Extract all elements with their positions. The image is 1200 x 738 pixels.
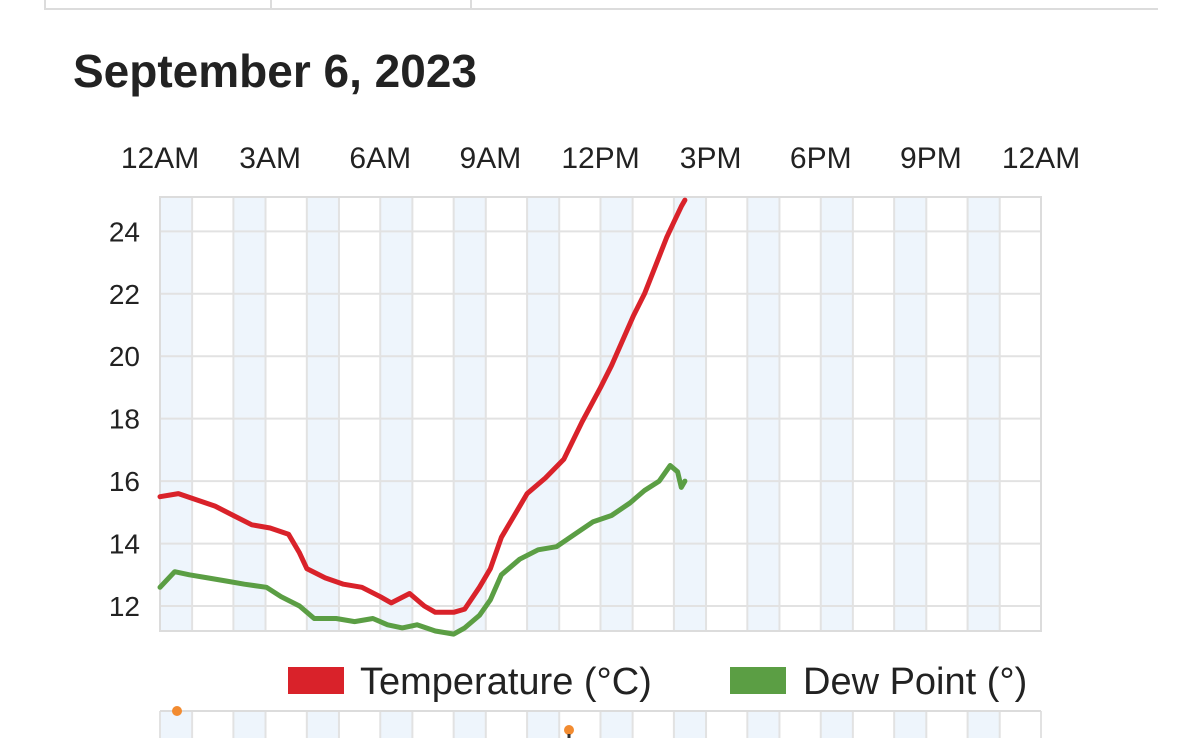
shaded-band: [233, 197, 266, 631]
y-tick-label: 18: [109, 404, 140, 435]
lower-shaded-band: [673, 711, 707, 738]
legend: Temperature (°C) Dew Point (°): [288, 661, 1027, 703]
table-column-divider: [270, 0, 272, 8]
shaded-band: [600, 197, 633, 631]
page-title: September 6, 2023: [73, 45, 478, 97]
shaded-band: [673, 197, 707, 631]
shaded-band: [160, 197, 193, 631]
shaded-band: [820, 197, 853, 631]
legend-swatch-dew-point: [730, 667, 786, 694]
y-tick-label: 20: [109, 341, 140, 372]
legend-swatch-temperature: [288, 667, 344, 694]
lower-shaded-band: [380, 711, 413, 738]
lower-shaded-band: [747, 711, 780, 738]
x-tick-label: 6PM: [790, 142, 852, 175]
y-tick-label: 16: [109, 466, 140, 497]
y-axis-ticks: 12 14 16 18 20 22 24: [109, 216, 140, 622]
x-tick-label: 3AM: [239, 142, 301, 175]
x-tick-label: 12AM: [1002, 142, 1080, 175]
dew-point-line: [157, 463, 688, 637]
shaded-band: [453, 197, 486, 631]
y-tick-label: 24: [109, 216, 140, 247]
shaded-band: [894, 197, 927, 631]
plot-border: [159, 196, 1042, 632]
top-table-border: [44, 0, 1158, 10]
lower-shaded-band: [453, 711, 486, 738]
x-tick-label: 6AM: [349, 142, 411, 175]
lower-shaded-band: [233, 711, 266, 738]
shaded-band: [306, 197, 339, 631]
lower-shaded-band: [306, 711, 339, 738]
shaded-band: [747, 197, 780, 631]
lower-shaded-band: [527, 711, 560, 738]
lower-shaded-band: [600, 711, 633, 738]
x-tick-label: 3PM: [680, 142, 742, 175]
shaded-bands: [160, 197, 1000, 631]
x-tick-label: 9AM: [460, 142, 522, 175]
y-tick-label: 12: [109, 591, 140, 622]
temperature-line: [157, 197, 688, 615]
shaded-band: [380, 197, 413, 631]
x-tick-label: 9PM: [900, 142, 962, 175]
lower-data-marker: [172, 706, 182, 716]
x-tick-label: 12AM: [121, 142, 199, 175]
x-tick-label: 12PM: [561, 142, 639, 175]
lower-shaded-band: [967, 711, 1000, 738]
lower-shaded-band: [894, 711, 927, 738]
lower-shaded-band: [820, 711, 853, 738]
series-lines: [157, 197, 688, 637]
shaded-band: [967, 197, 1000, 631]
y-tick-label: 14: [109, 529, 140, 560]
horizontal-gridlines: [160, 230, 1041, 608]
x-axis-ticks: 12AM 3AM 6AM 9AM 12PM 3PM 6PM 9PM 12AM: [121, 142, 1080, 175]
legend-label-dew-point: Dew Point (°): [803, 661, 1027, 703]
legend-label-temperature: Temperature (°C): [360, 661, 652, 703]
shaded-band: [527, 197, 560, 631]
y-tick-label: 22: [109, 279, 140, 310]
lower-data-marker: [564, 725, 574, 735]
lower-chart-top: [159, 706, 1042, 738]
table-column-divider: [470, 0, 472, 8]
